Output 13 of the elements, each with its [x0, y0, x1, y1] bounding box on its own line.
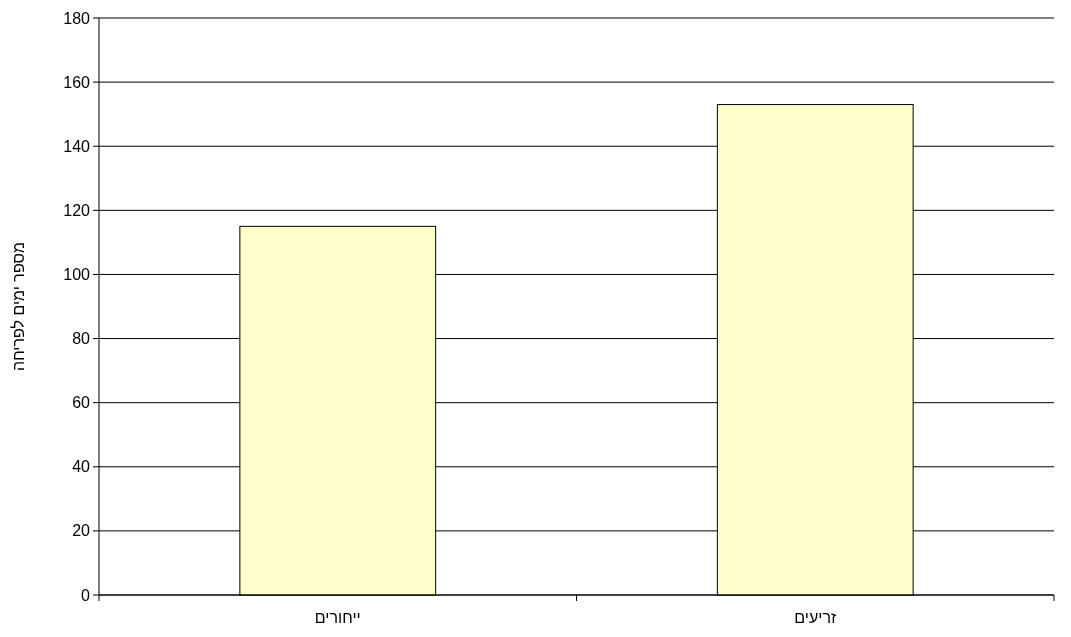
y-tick-label: 180	[63, 9, 91, 27]
x-tick-label: זריעים	[794, 609, 837, 626]
y-tick-label: 0	[81, 586, 91, 604]
y-axis-title: מספר ימים לפריחה	[10, 241, 27, 372]
y-tick-label: 140	[63, 137, 91, 155]
y-tick-label: 20	[72, 522, 91, 540]
y-tick-label: 40	[72, 458, 91, 476]
y-tick-label: 160	[63, 73, 91, 91]
y-tick-label: 60	[72, 394, 91, 412]
y-tick-label: 120	[63, 201, 91, 219]
y-tick-label: 80	[72, 330, 91, 348]
y-tick-label: 100	[63, 266, 91, 284]
x-tick-label: ייחורים	[314, 609, 361, 626]
